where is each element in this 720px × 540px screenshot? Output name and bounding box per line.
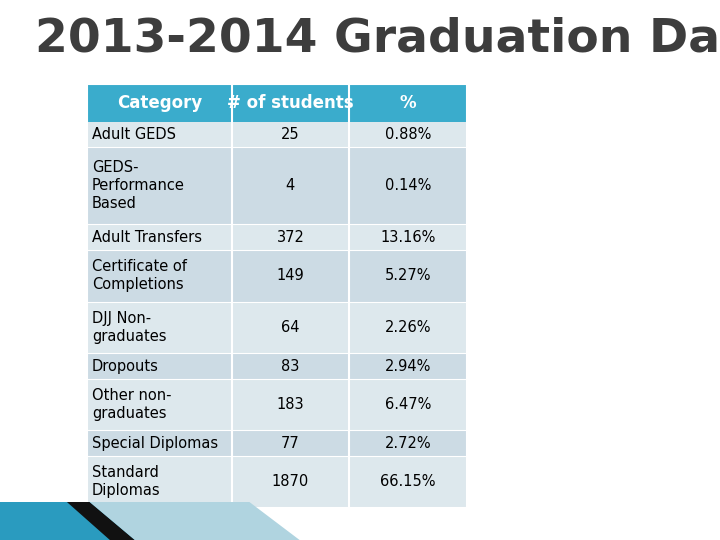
Text: 183: 183	[276, 397, 305, 412]
Text: Standard
Diplomas: Standard Diplomas	[92, 465, 161, 498]
Bar	[87, 84, 467, 122]
Text: Certificate of
Completions: Certificate of Completions	[92, 259, 186, 293]
Polygon shape	[0, 416, 274, 540]
Text: 5.27%: 5.27%	[384, 268, 431, 284]
Text: Other non-
graduates: Other non- graduates	[92, 388, 171, 421]
Text: # of students: # of students	[227, 93, 354, 112]
Polygon shape	[0, 427, 135, 540]
Text: Dropouts: Dropouts	[92, 359, 159, 374]
Text: 2.26%: 2.26%	[384, 320, 431, 335]
Text: 149: 149	[276, 268, 305, 284]
Bar	[0, 502, 499, 540]
Bar	[87, 353, 467, 379]
Text: 0.88%: 0.88%	[385, 127, 431, 142]
Bar	[87, 302, 467, 353]
Text: DJJ Non-
graduates: DJJ Non- graduates	[92, 311, 166, 344]
Text: 6.47%: 6.47%	[385, 397, 431, 412]
Text: 0.14%: 0.14%	[385, 178, 431, 193]
Text: 25: 25	[281, 127, 300, 142]
Text: 372: 372	[276, 230, 305, 245]
Text: 64: 64	[281, 320, 300, 335]
Text: %: %	[400, 93, 416, 112]
Text: 13.16%: 13.16%	[380, 230, 436, 245]
Text: Special Diplomas: Special Diplomas	[92, 436, 218, 451]
Bar	[87, 430, 467, 456]
Text: 2013-2014 Graduation Data: 2013-2014 Graduation Data	[35, 16, 720, 61]
Bar	[87, 379, 467, 430]
Polygon shape	[0, 313, 300, 540]
Bar	[87, 456, 467, 508]
Bar	[87, 147, 467, 225]
Text: GEDS-
Performance
Based: GEDS- Performance Based	[92, 160, 185, 211]
Text: Adult GEDS: Adult GEDS	[92, 127, 176, 142]
Text: 83: 83	[282, 359, 300, 374]
Bar	[87, 250, 467, 302]
Text: 2.72%: 2.72%	[384, 436, 431, 451]
Bar	[87, 84, 467, 508]
Text: 1870: 1870	[271, 474, 309, 489]
Bar	[87, 122, 467, 147]
Text: Category: Category	[117, 93, 202, 112]
Text: 2.94%: 2.94%	[385, 359, 431, 374]
Bar	[87, 225, 467, 250]
Text: 4: 4	[286, 178, 295, 193]
Text: 77: 77	[281, 436, 300, 451]
Text: 66.15%: 66.15%	[380, 474, 436, 489]
Text: Adult Transfers: Adult Transfers	[92, 230, 202, 245]
